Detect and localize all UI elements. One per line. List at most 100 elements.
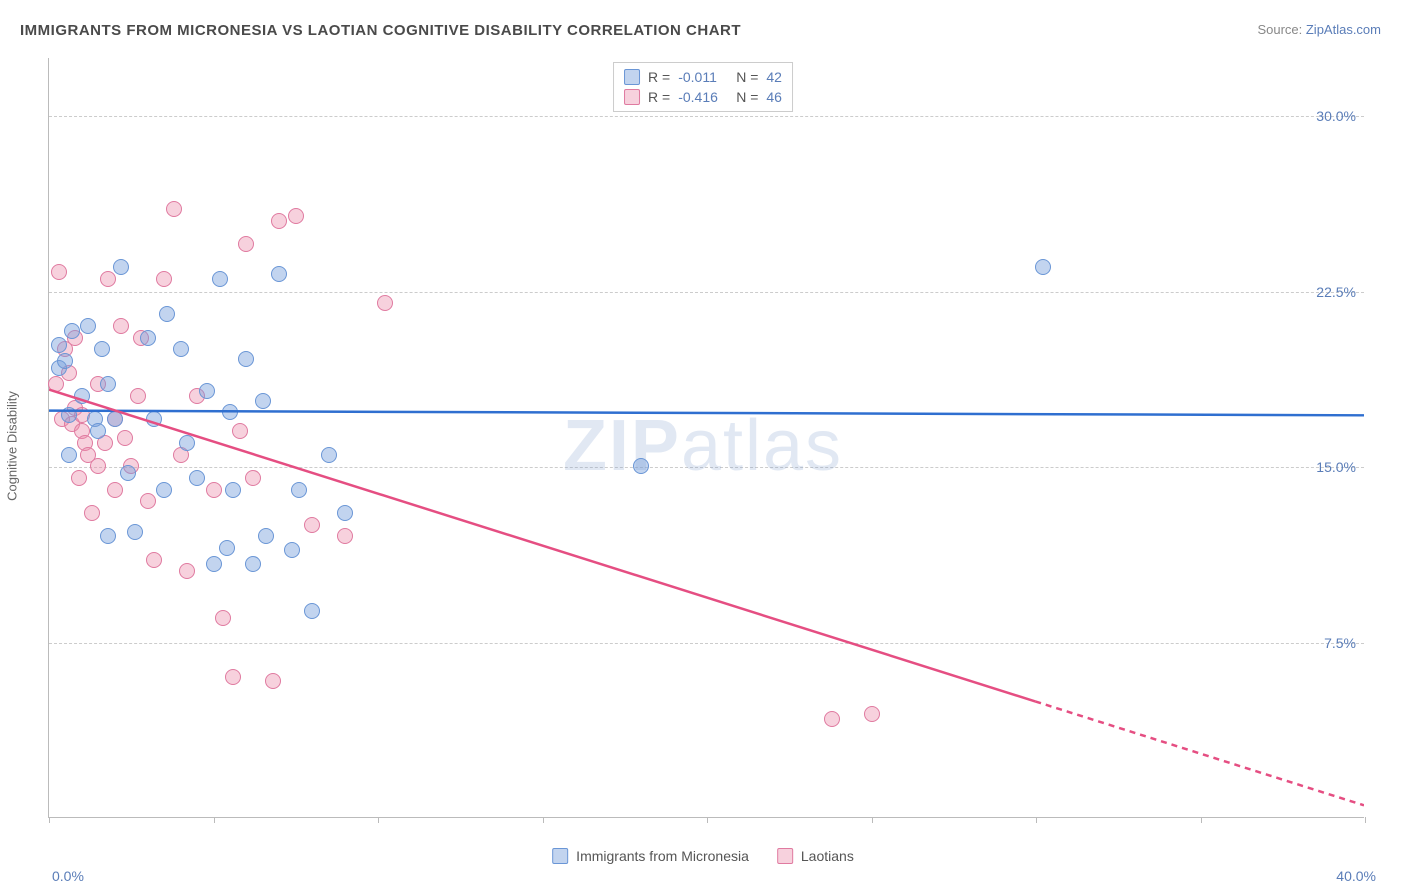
gridline — [49, 467, 1364, 468]
legend-swatch — [777, 848, 793, 864]
scatter-point-laotians — [232, 423, 248, 439]
scatter-point-micronesia — [321, 447, 337, 463]
scatter-point-micronesia — [271, 266, 287, 282]
scatter-point-micronesia — [127, 524, 143, 540]
source-label: Source: — [1257, 22, 1305, 37]
scatter-point-micronesia — [238, 351, 254, 367]
scatter-point-micronesia — [140, 330, 156, 346]
series-legend: Immigrants from Micronesia Laotians — [552, 848, 854, 864]
correlation-legend: R =-0.011N =42R =-0.416N =46 — [613, 62, 793, 112]
scatter-point-micronesia — [206, 556, 222, 572]
scatter-point-laotians — [90, 458, 106, 474]
scatter-point-micronesia — [113, 259, 129, 275]
legend-swatch — [552, 848, 568, 864]
scatter-point-micronesia — [173, 341, 189, 357]
scatter-point-laotians — [166, 201, 182, 217]
y-tick-label: 22.5% — [1316, 284, 1356, 300]
n-value: 46 — [766, 89, 782, 105]
scatter-point-laotians — [107, 482, 123, 498]
scatter-point-micronesia — [90, 423, 106, 439]
scatter-point-micronesia — [258, 528, 274, 544]
n-value: 42 — [766, 69, 782, 85]
scatter-point-laotians — [146, 552, 162, 568]
scatter-point-micronesia — [51, 337, 67, 353]
scatter-point-micronesia — [245, 556, 261, 572]
scatter-point-laotians — [130, 388, 146, 404]
scatter-point-micronesia — [337, 505, 353, 521]
x-tick — [707, 817, 708, 823]
scatter-point-laotians — [245, 470, 261, 486]
scatter-point-micronesia — [100, 528, 116, 544]
scatter-point-micronesia — [74, 388, 90, 404]
scatter-point-micronesia — [107, 411, 123, 427]
x-tick — [543, 817, 544, 823]
source-attribution: Source: ZipAtlas.com — [1257, 22, 1381, 37]
x-tick — [214, 817, 215, 823]
chart-title: IMMIGRANTS FROM MICRONESIA VS LAOTIAN CO… — [20, 22, 741, 39]
scatter-point-micronesia — [61, 407, 77, 423]
scatter-point-laotians — [225, 669, 241, 685]
gridline — [49, 643, 1364, 644]
x-tick — [1036, 817, 1037, 823]
scatter-point-micronesia — [57, 353, 73, 369]
trendline — [49, 411, 1364, 416]
scatter-point-micronesia — [225, 482, 241, 498]
scatter-point-micronesia — [94, 341, 110, 357]
n-label: N = — [736, 89, 758, 105]
scatter-point-laotians — [304, 517, 320, 533]
scatter-point-laotians — [140, 493, 156, 509]
scatter-point-laotians — [824, 711, 840, 727]
scatter-point-laotians — [265, 673, 281, 689]
scatter-point-laotians — [215, 610, 231, 626]
scatter-point-laotians — [84, 505, 100, 521]
scatter-point-micronesia — [64, 323, 80, 339]
gridline — [49, 292, 1364, 293]
scatter-point-micronesia — [80, 318, 96, 334]
y-axis-title: Cognitive Disability — [5, 391, 20, 501]
legend-series-item[interactable]: Laotians — [777, 848, 854, 864]
scatter-point-laotians — [238, 236, 254, 252]
scatter-point-laotians — [271, 213, 287, 229]
x-axis-min-label: 0.0% — [52, 868, 84, 884]
legend-swatch — [624, 69, 640, 85]
source-link[interactable]: ZipAtlas.com — [1306, 22, 1381, 37]
scatter-point-micronesia — [219, 540, 235, 556]
trendline — [1035, 701, 1364, 805]
scatter-point-micronesia — [100, 376, 116, 392]
scatter-point-micronesia — [120, 465, 136, 481]
scatter-point-micronesia — [1035, 259, 1051, 275]
scatter-point-micronesia — [255, 393, 271, 409]
scatter-point-micronesia — [146, 411, 162, 427]
trendline — [49, 390, 1035, 702]
scatter-point-micronesia — [179, 435, 195, 451]
legend-series-item[interactable]: Immigrants from Micronesia — [552, 848, 749, 864]
x-axis-max-label: 40.0% — [1336, 868, 1376, 884]
scatter-point-micronesia — [222, 404, 238, 420]
scatter-point-laotians — [288, 208, 304, 224]
scatter-point-laotians — [337, 528, 353, 544]
scatter-point-laotians — [71, 470, 87, 486]
plot-area: 7.5%15.0%22.5%30.0% — [48, 58, 1364, 818]
scatter-point-micronesia — [304, 603, 320, 619]
scatter-point-laotians — [179, 563, 195, 579]
scatter-point-micronesia — [284, 542, 300, 558]
r-value: -0.416 — [678, 89, 728, 105]
x-tick — [1201, 817, 1202, 823]
scatter-point-laotians — [864, 706, 880, 722]
scatter-point-micronesia — [156, 482, 172, 498]
x-tick — [1365, 817, 1366, 823]
trendlines-layer — [49, 58, 1364, 817]
legend-correlation-row: R =-0.011N =42 — [624, 67, 782, 87]
legend-series-label: Immigrants from Micronesia — [576, 848, 749, 864]
y-tick-label: 30.0% — [1316, 108, 1356, 124]
x-tick — [378, 817, 379, 823]
gridline — [49, 116, 1364, 117]
legend-swatch — [624, 89, 640, 105]
legend-series-label: Laotians — [801, 848, 854, 864]
scatter-point-micronesia — [159, 306, 175, 322]
r-label: R = — [648, 69, 670, 85]
r-label: R = — [648, 89, 670, 105]
scatter-point-micronesia — [291, 482, 307, 498]
scatter-point-laotians — [117, 430, 133, 446]
x-tick — [49, 817, 50, 823]
